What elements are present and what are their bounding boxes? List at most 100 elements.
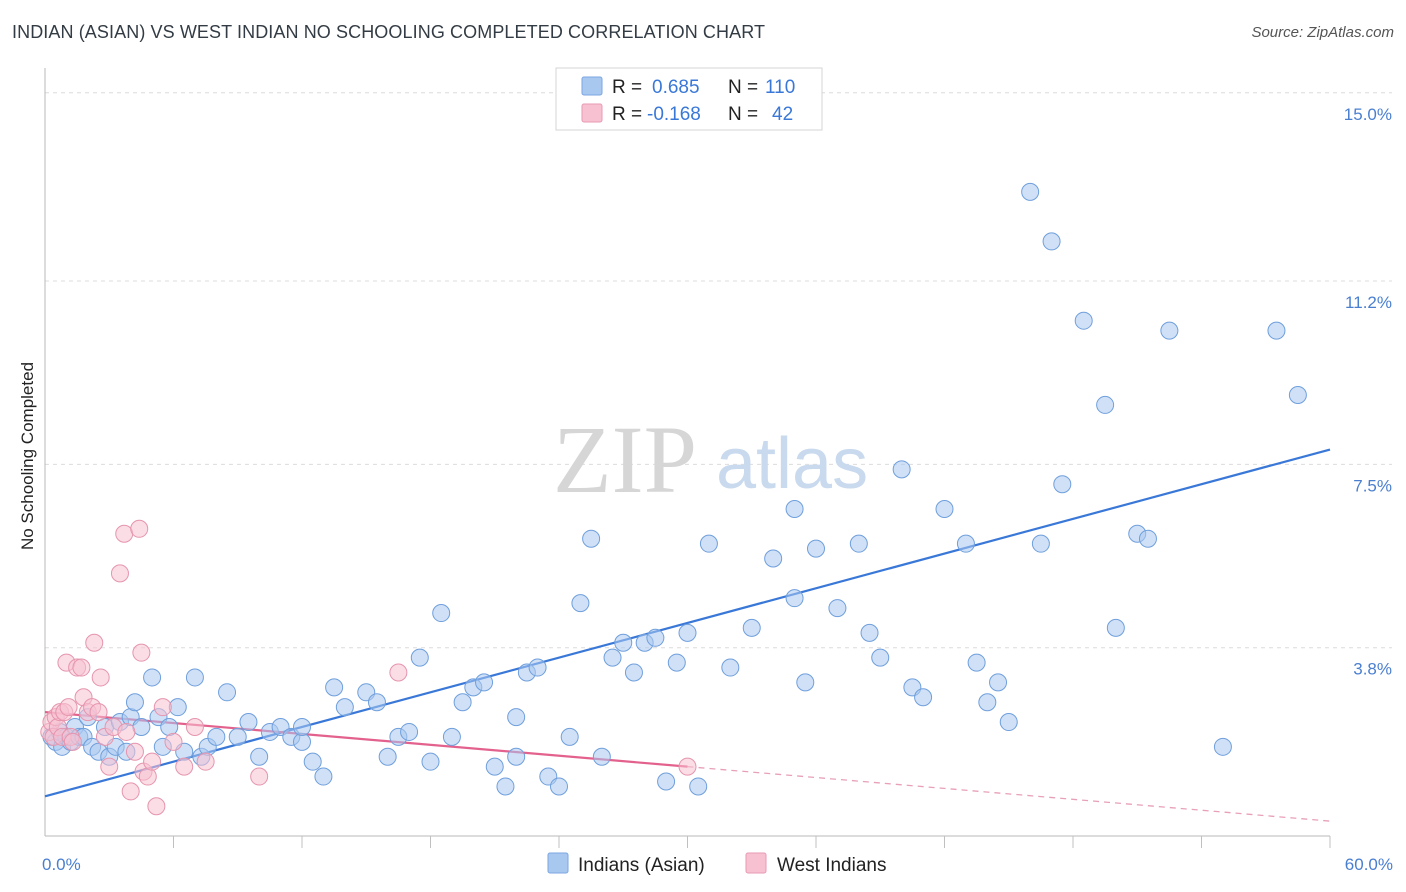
indians-asian-point [325, 678, 344, 697]
indians-asian-point [560, 727, 579, 746]
watermark-atlas: atlas [716, 424, 868, 504]
indians-asian-point [185, 668, 204, 687]
indians-asian-point [1267, 321, 1286, 340]
west-indians-point [63, 732, 82, 751]
watermark-zip: ZIP [553, 406, 697, 513]
west-indians-point [59, 698, 78, 717]
legend-r-value-1: 0.685 [652, 77, 700, 98]
series-legend-label-indians-asian: Indians (Asian) [578, 855, 705, 876]
indians-asian-point [1288, 386, 1307, 405]
legend-n-label-2: N = [728, 104, 758, 125]
series-legend-label-west-indians: West Indians [777, 855, 886, 876]
indians-asian-point [1213, 737, 1232, 756]
west-indians-point [130, 519, 149, 538]
west-indians-trend-extension [687, 765, 1331, 822]
indians-asian-point [892, 460, 911, 479]
indians-asian-point [303, 752, 322, 771]
indians-asian-point [742, 618, 761, 637]
west-indians-point [175, 757, 194, 776]
indians-asian-point [410, 648, 429, 667]
west-indians-point [678, 757, 697, 776]
series-legend-swatch-west-indians [745, 852, 767, 874]
legend-n-label-1: N = [728, 77, 758, 98]
y-tick-label-2: 11.2% [1345, 293, 1392, 312]
indians-asian-point [228, 727, 247, 746]
indians-asian-point [785, 499, 804, 518]
indians-asian-point [978, 693, 997, 712]
indians-asian-point [550, 777, 568, 796]
indians-asian-point [603, 648, 622, 667]
west-indians-point [125, 742, 144, 761]
y-axis-title: No Schooling Completed [18, 362, 37, 550]
west-indians-point [164, 732, 183, 751]
west-indians-point [115, 524, 134, 543]
indians-asian-point [485, 757, 504, 776]
indians-asian-point [849, 534, 868, 553]
indians-asian-point [646, 628, 665, 647]
indians-asian-point [592, 747, 611, 766]
west-indians-point [100, 757, 119, 776]
indians-asian-point [721, 658, 740, 677]
indians-asian-point [1160, 321, 1179, 340]
indians-asian-point [1074, 311, 1093, 330]
indians-asian-point [293, 717, 311, 736]
legend-swatch-indians-asian [581, 76, 603, 96]
indians-asian-point [1042, 232, 1061, 251]
indians-asian-point [528, 658, 547, 677]
axes [44, 68, 1331, 848]
indians-asian-point [989, 673, 1008, 692]
indians-asian-point [168, 698, 187, 717]
west-indians-point [91, 668, 110, 687]
indians-asian-point [967, 653, 986, 672]
chart-source: Source: ZipAtlas.com [1251, 24, 1394, 41]
west-indians-point [132, 643, 151, 662]
indians-asian-point [571, 594, 590, 613]
y-tick-label-1: 7.5% [1353, 476, 1392, 495]
indians-asian-point [453, 693, 472, 712]
indians-asian-point [442, 727, 461, 746]
indians-asian-point [956, 534, 975, 553]
indians-asian-point [699, 534, 718, 553]
indians-asian-point [207, 727, 226, 746]
legend-r-label-1: R = [612, 77, 642, 98]
x-tick-label-0: 0.0% [42, 855, 81, 874]
indians-asian-point [624, 663, 643, 682]
indians-asian-point [657, 772, 676, 791]
indians-asian-point [400, 722, 419, 741]
indians-asian-point [871, 648, 890, 667]
indians-asian-point [132, 717, 151, 736]
indians-asian-trend-line [44, 448, 1331, 798]
indians-asian-point [218, 683, 237, 702]
grid-lines [45, 92, 1392, 649]
indians-asian-point [378, 747, 397, 766]
y-tick-label-0: 3.8% [1353, 660, 1392, 679]
indians-asian-point [678, 623, 697, 642]
indians-asian-point [143, 668, 162, 687]
indians-asian-point [1053, 475, 1072, 494]
indians-asian-point [496, 777, 515, 796]
indians-asian-point [432, 604, 451, 623]
indians-asian-point [1106, 618, 1125, 637]
series-legend: Indians (Asian) West Indians [547, 852, 886, 876]
west-indians-point [143, 752, 162, 771]
west-indians-point [153, 698, 172, 717]
indians-asian-point [314, 767, 333, 786]
indians-asian-point [935, 499, 954, 518]
indians-asian-point [507, 747, 526, 766]
indians-asian-point [367, 693, 386, 712]
chart-title: INDIAN (ASIAN) VS WEST INDIAN NO SCHOOLI… [12, 22, 766, 42]
indians-asian-point [1021, 182, 1040, 201]
x-tick-label-1: 60.0% [1345, 855, 1393, 874]
west-indians-point [147, 797, 166, 816]
indians-asian-point [250, 747, 269, 766]
indians-asian-point [828, 599, 847, 618]
legend-box: R = 0.685 N = 110 R = -0.168 N = 42 [555, 67, 823, 131]
west-indians-point [110, 564, 129, 583]
indians-asian-point [614, 633, 633, 652]
watermark: ZIP atlas [553, 406, 868, 513]
indians-asian-point [475, 673, 494, 692]
west-indians-point [185, 717, 204, 736]
west-indians-point [85, 633, 104, 652]
indians-asian-point [125, 693, 144, 712]
